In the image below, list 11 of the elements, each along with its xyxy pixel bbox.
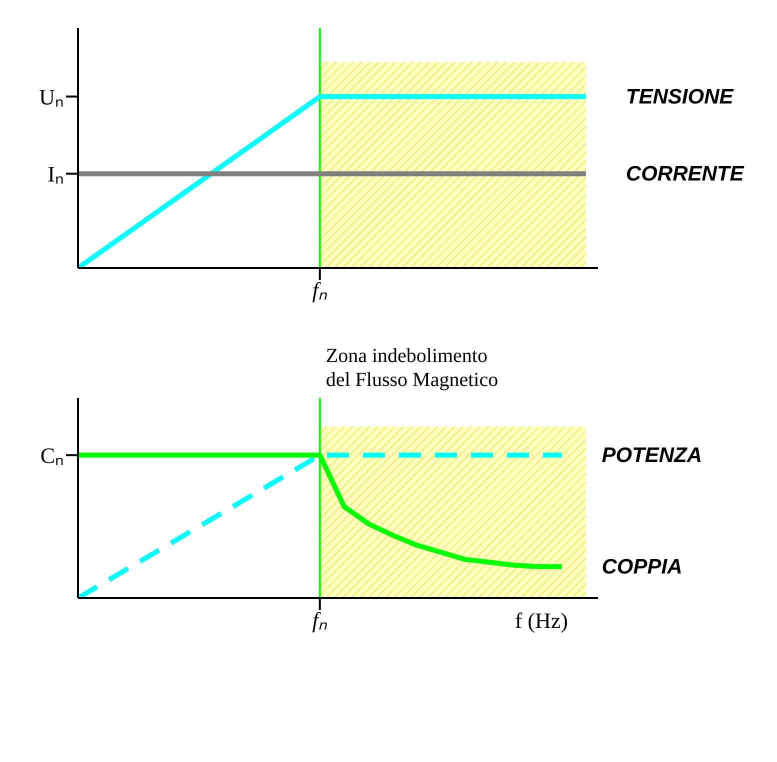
text: Zona indebolimento del Flusso Magnetico — [326, 345, 498, 391]
x-axis-title: f (Hz) — [514, 608, 568, 633]
series-label: TENSIONE — [626, 86, 734, 109]
series-label: CORRENTE — [626, 162, 745, 186]
series-label: POTENZA — [602, 444, 702, 468]
text: fₙ — [312, 278, 328, 303]
text: Cₙ — [40, 442, 64, 468]
series-label: COPPIA — [602, 556, 682, 579]
text: Iₙ — [48, 162, 64, 187]
text: Uₙ — [39, 84, 64, 110]
text: fₙ — [312, 608, 328, 633]
